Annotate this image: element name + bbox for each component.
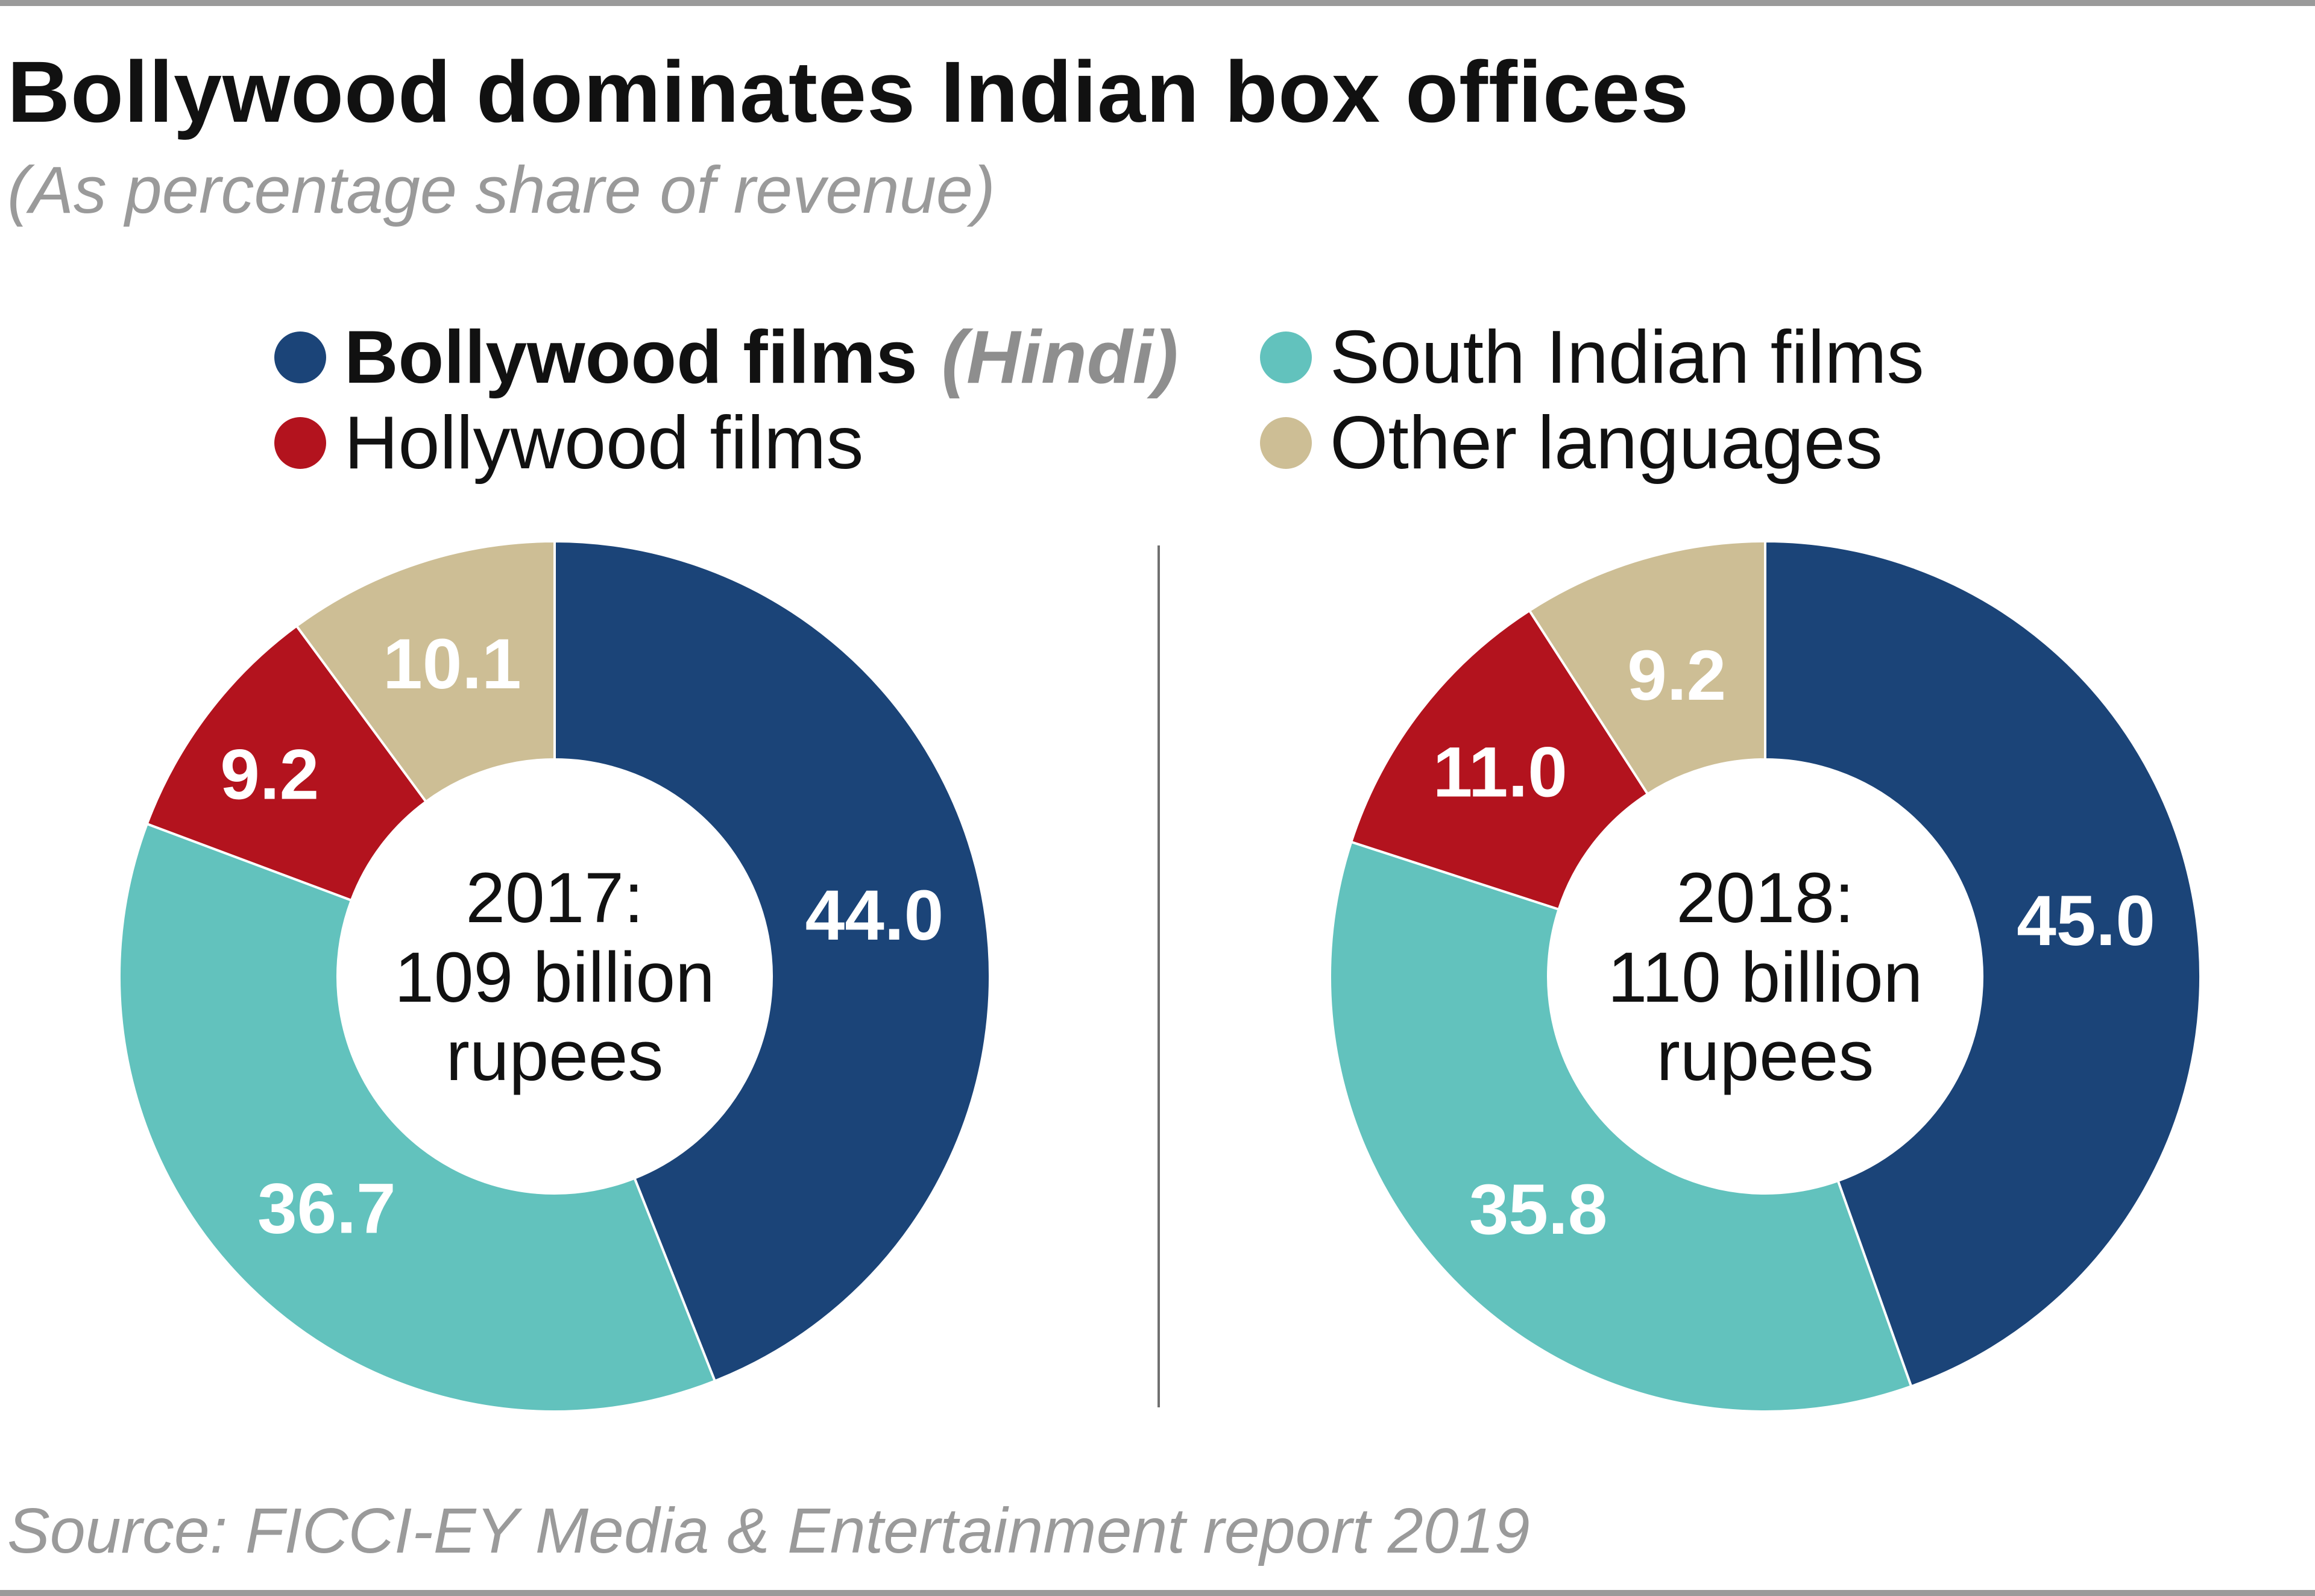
bottom-rule [0,1590,2315,1596]
slice-label-other-languages: 10.1 [383,624,521,704]
legend-item-south-indian: South Indian films [1260,316,1924,399]
chart-subtitle: (As percentage share of revenue) [7,153,995,227]
slice-label-other-languages: 9.2 [1627,636,1726,715]
slice-bollywood [1764,539,2202,1388]
center-year: 2017: [465,858,643,938]
slice-other-languages [1528,539,1766,796]
legend-label-south-indian: South Indian films [1330,316,1924,399]
center-unit: rupees [446,1016,664,1096]
slice-label-south-indian: 36.7 [257,1169,396,1248]
legend-item-other-languages: Other languages [1260,401,1883,485]
center-year: 2018: [1676,858,1854,938]
legend-dot-south-indian [1260,331,1312,383]
legend-dot-bollywood [274,331,326,383]
source-note: Source: FICCI-EY Media & Entertainment r… [7,1495,1530,1566]
top-rule [0,0,2315,6]
slice-label-hollywood: 9.2 [220,735,319,814]
slice-label-bollywood: 44.0 [805,876,944,955]
slice-south-indian [118,822,717,1413]
center-total: 110 billion [1608,938,1923,1017]
legend-label-bollywood: Bollywood films [344,316,918,399]
slice-label-hollywood: 11.0 [1433,732,1567,812]
legend-qualifier-hindi: (Hindi) [941,316,1179,399]
slice-label-bollywood: 45.0 [2017,881,2155,961]
legend-dot-hollywood [274,417,326,469]
chart-title: Bollywood dominates Indian box offices [7,43,1690,140]
slice-other-languages [295,539,556,803]
slice-south-indian [1329,840,1913,1413]
slice-hollywood [1349,609,1649,911]
chart-divider [1158,545,1160,1407]
legend-dot-other-languages [1260,417,1312,469]
slice-bollywood [553,539,992,1383]
center-unit: rupees [1657,1016,1874,1096]
legend-item-bollywood: Bollywood films (Hindi) [274,316,1179,399]
legend-label-other-languages: Other languages [1330,401,1883,485]
center-total: 109 billion [394,938,714,1017]
slice-label-south-indian: 35.8 [1469,1170,1608,1249]
legend-label-hollywood: Hollywood films [344,401,864,485]
slice-hollywood [145,624,428,902]
legend-item-hollywood: Hollywood films [274,401,863,485]
